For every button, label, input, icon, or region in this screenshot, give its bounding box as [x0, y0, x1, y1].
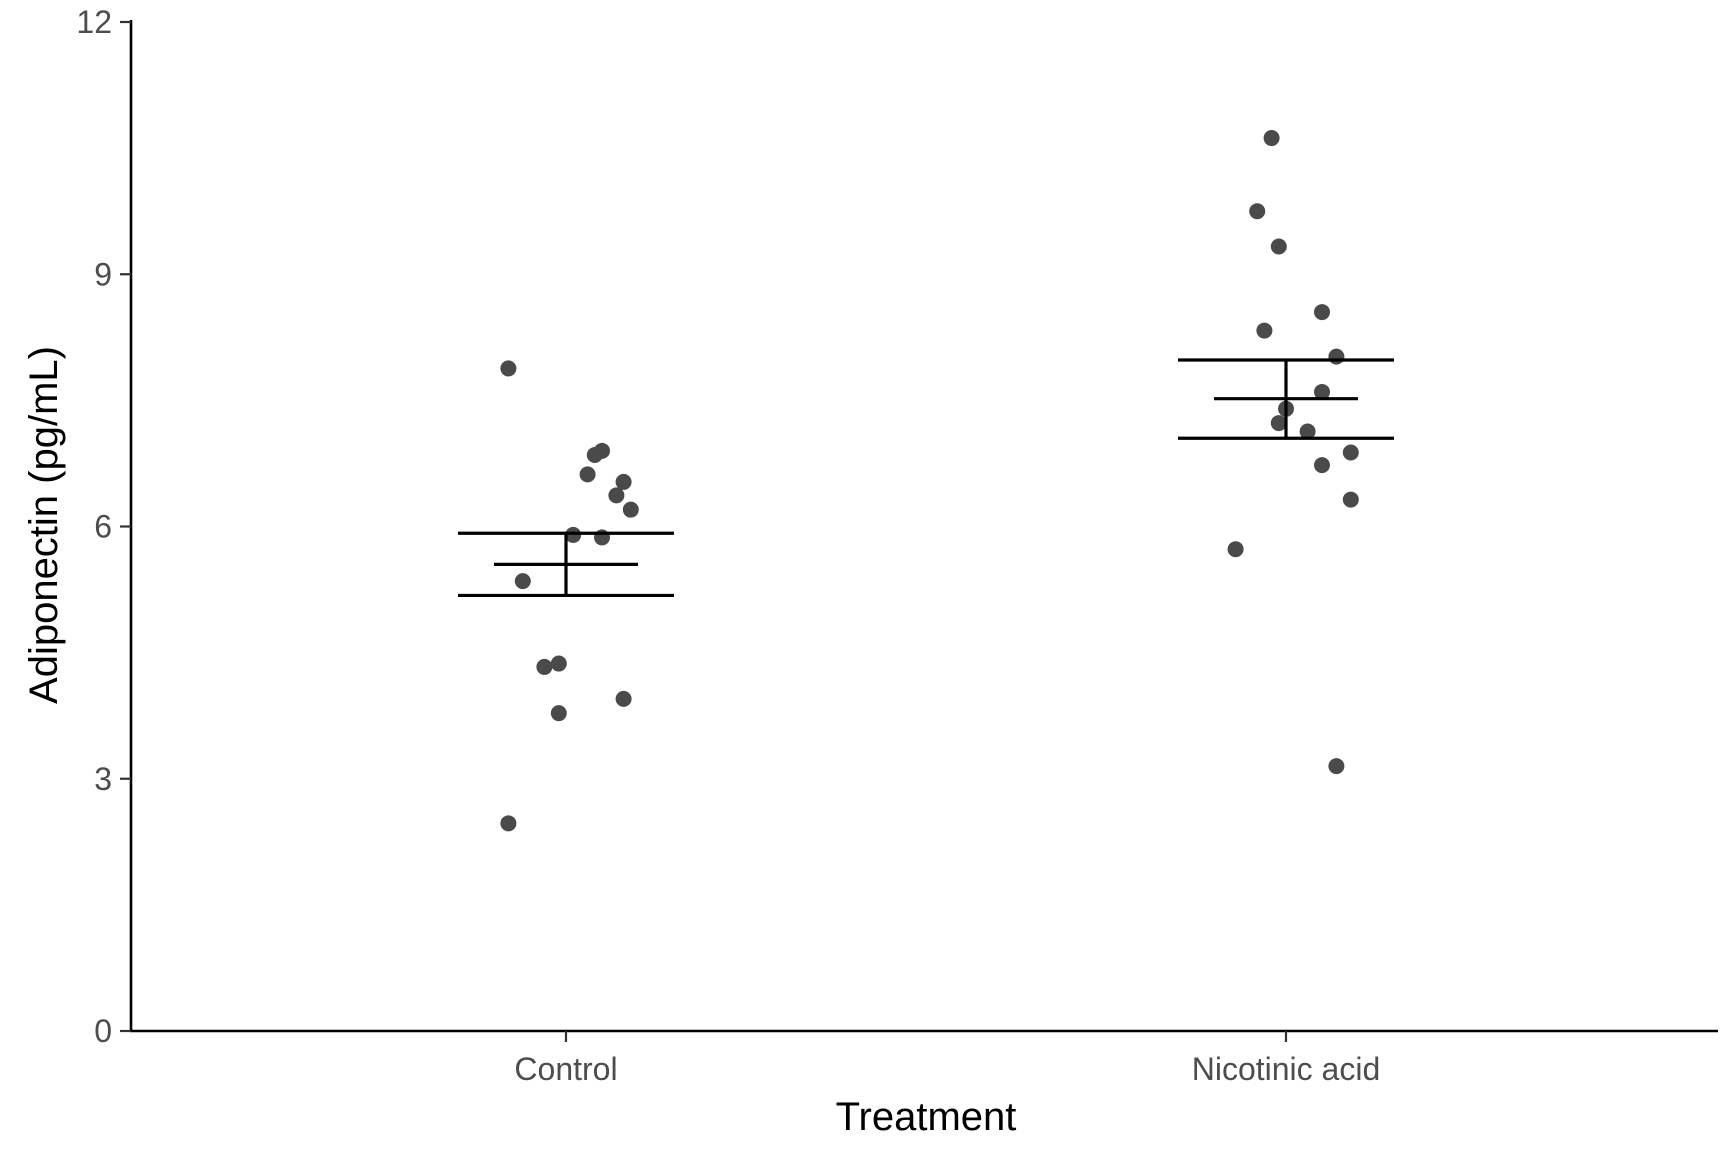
data-point	[550, 705, 567, 722]
data-point	[1249, 203, 1266, 220]
data-point	[1270, 238, 1287, 255]
data-point	[1270, 415, 1287, 432]
data-point	[1263, 130, 1280, 147]
data-point	[615, 690, 632, 707]
x-tick-label: Nicotinic acid	[1192, 1051, 1381, 1087]
data-point	[579, 466, 596, 483]
data-point	[1328, 758, 1345, 775]
data-point	[1342, 491, 1359, 508]
y-tick-label: 3	[94, 761, 112, 797]
error-bars	[458, 358, 1394, 598]
data-point	[1227, 541, 1244, 558]
data-point	[1299, 423, 1316, 440]
y-tick-label: 6	[94, 509, 112, 545]
data-point	[514, 573, 531, 590]
data-point	[586, 447, 603, 464]
y-tick-label: 0	[94, 1013, 112, 1049]
data-point	[615, 473, 632, 490]
data-point	[1256, 322, 1273, 339]
data-point	[1314, 457, 1330, 474]
y-axis-title: Adiponectin (pg/mL)	[22, 346, 66, 704]
plot-points	[500, 130, 1359, 832]
data-point	[565, 526, 582, 543]
y-ticks: 0 3 6 9 12	[76, 4, 131, 1049]
y-tick-label: 9	[94, 256, 112, 292]
data-point	[622, 501, 639, 518]
data-point	[1342, 444, 1359, 461]
data-point	[500, 815, 517, 832]
y-tick-label: 12	[76, 4, 112, 40]
x-ticks: Control Nicotinic acid	[514, 1031, 1380, 1087]
data-point	[500, 360, 517, 377]
data-point	[1328, 348, 1345, 365]
x-tick-label: Control	[514, 1051, 617, 1087]
data-point	[608, 487, 625, 504]
x-axis-title: Treatment	[836, 1095, 1017, 1139]
data-point	[1314, 304, 1330, 321]
data-point	[536, 658, 553, 675]
data-point	[1314, 383, 1330, 400]
data-point	[550, 655, 567, 672]
